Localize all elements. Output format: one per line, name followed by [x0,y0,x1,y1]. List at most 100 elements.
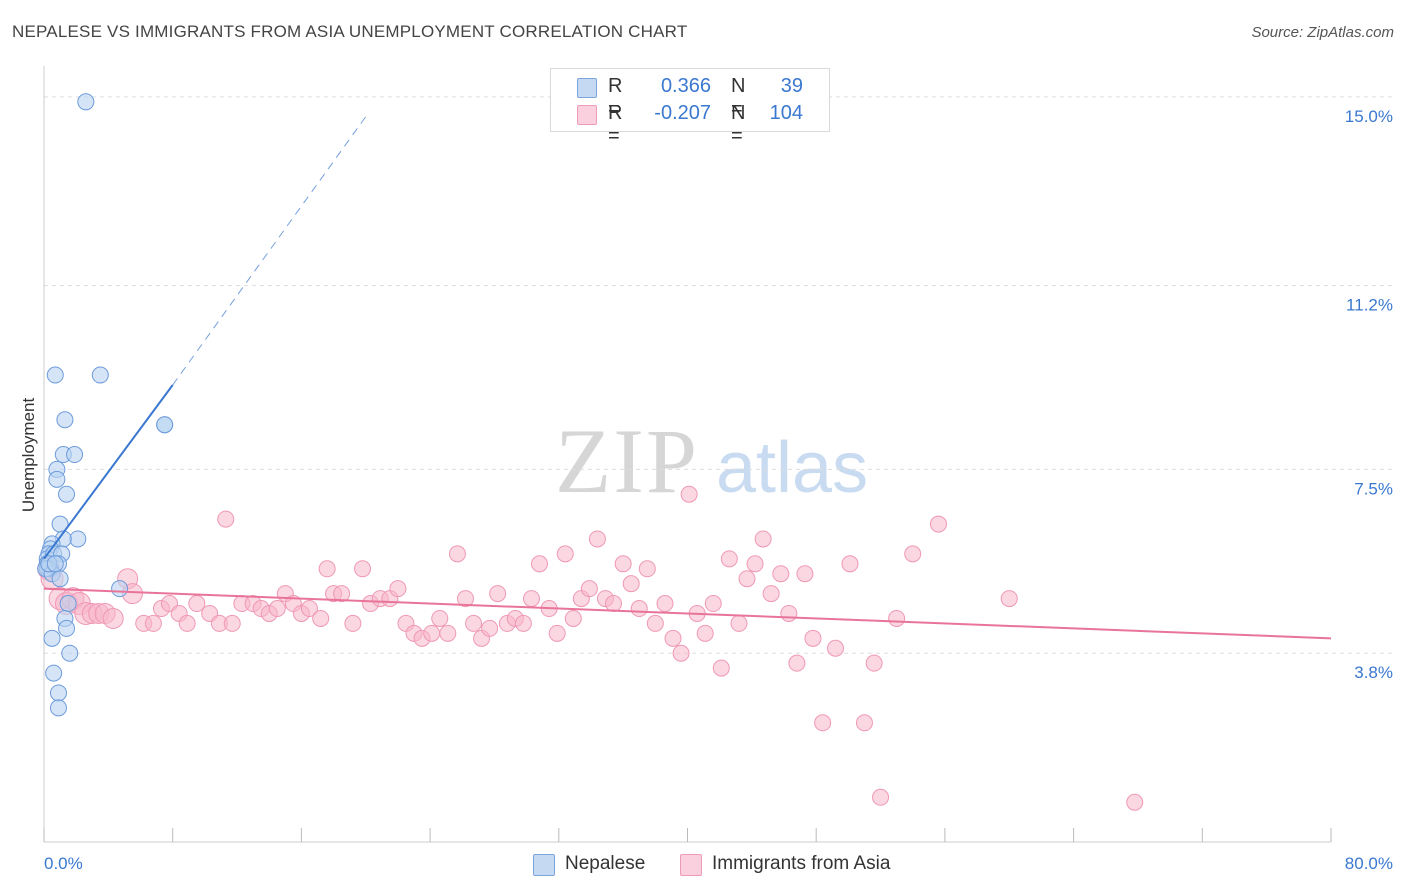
axes [43,66,1332,843]
y-tick-label: 3.8% [1354,663,1393,682]
y-axis-label: Unemployment [19,398,38,513]
source-label: Source: ZipAtlas.com [1251,24,1394,41]
immigrants-point [300,600,318,618]
immigrants-point [564,609,582,627]
nepalese-point [59,595,77,613]
grid-lines [44,96,1392,654]
nepalese-point [69,530,87,548]
legend-swatch-immigrants [577,105,597,125]
nepalese-point [61,644,79,662]
nepalese-point [43,629,61,647]
legend-r-value: -0.207 [654,102,711,124]
nepalese-point [77,93,95,111]
immigrants-point [489,585,507,603]
immigrants-point [223,614,241,632]
nepalese-point [58,485,76,503]
immigrants-point [556,545,574,563]
watermark-zip: ZIP [555,410,699,512]
watermark: ZIP atlas [555,410,868,512]
immigrants-point [827,639,845,657]
legend-n-label: N = [731,102,746,147]
y-tick-label: 7.5% [1354,479,1393,498]
immigrants-point [604,595,622,613]
immigrants-point [738,570,756,588]
immigrants-point [814,714,832,732]
immigrants-point [312,609,330,627]
immigrants-point [431,609,449,627]
immigrants-point [481,619,499,637]
immigrants-point [704,595,722,613]
watermark-atlas: atlas [716,428,868,508]
immigrants-point [1126,793,1144,811]
nepalese-point [111,580,129,598]
immigrants-point [144,614,162,632]
immigrants-point [178,614,196,632]
immigrants-point [333,585,351,603]
nepalese-trend-line [43,384,174,560]
immigrants-point [841,555,859,573]
legend-n-label: N = [731,75,746,120]
x-tick-label-min: 0.0% [44,854,83,873]
immigrants-point [672,644,690,662]
nepalese-points [37,93,174,717]
legend-r-label: R = [608,102,623,147]
immigrants-point [888,609,906,627]
immigrants-point [855,714,873,732]
immigrants-point [746,555,764,573]
immigrants-point [804,629,822,647]
immigrants-point [423,624,441,642]
immigrants-point [344,614,362,632]
nepalese-point [56,411,74,429]
trend-lines [43,116,1332,640]
immigrants-trend-line [43,587,1332,640]
immigrants-point [188,595,206,613]
immigrants-point [646,614,664,632]
immigrants-point [754,530,772,548]
immigrants-point [872,788,890,806]
immigrants-point [548,624,566,642]
immigrants-point [929,515,947,533]
nepalese-point [46,555,64,573]
nepalese-point [45,664,63,682]
immigrants-point [788,654,806,672]
immigrants-point [448,545,466,563]
immigrants-point [730,614,748,632]
immigrants-point [217,510,235,528]
immigrants-points [37,485,1144,811]
immigrants-point [630,600,648,618]
nepalese-point [156,416,174,434]
legend-swatch-nepalese [577,78,597,98]
immigrants-point [712,659,730,677]
x-tick-label-max: 80.0% [1345,854,1393,873]
chart-title: NEPALESE VS IMMIGRANTS FROM ASIA UNEMPLO… [12,22,688,41]
y-tick-label: 15.0% [1345,107,1393,126]
immigrants-point [580,580,598,598]
immigrants-point [865,654,883,672]
immigrants-point [514,614,532,632]
bottom-legend-swatch-nepalese [533,854,555,876]
bottom-legend-label-nepalese: Nepalese [565,853,646,874]
immigrants-point [772,565,790,583]
immigrants-point [656,595,674,613]
y-tick-label: 11.2% [1346,296,1393,315]
legend: R = 0.366 N = 39 R = -0.207 N = 104 [550,68,830,147]
immigrants-point [102,607,124,629]
legend-n-value: 39 [780,75,803,97]
nepalese-point [49,699,67,717]
tick-labels: 3.8% 7.5% 11.2% 15.0% 0.0% 80.0% [44,107,1393,873]
nepalese-point [58,619,76,637]
nepalese-point [49,684,67,702]
immigrants-point [530,555,548,573]
immigrants-point [318,560,336,578]
bottom-legend-swatch-immigrants [680,854,702,876]
immigrants-point [720,550,738,568]
immigrants-point [638,560,656,578]
legend-r-label: R = [608,75,623,120]
immigrants-point [622,575,640,593]
nepalese-point [91,366,109,384]
nepalese-point [51,570,69,588]
nepalese-point [66,446,84,464]
immigrants-point [354,560,372,578]
legend-r-value: 0.366 [660,75,711,97]
